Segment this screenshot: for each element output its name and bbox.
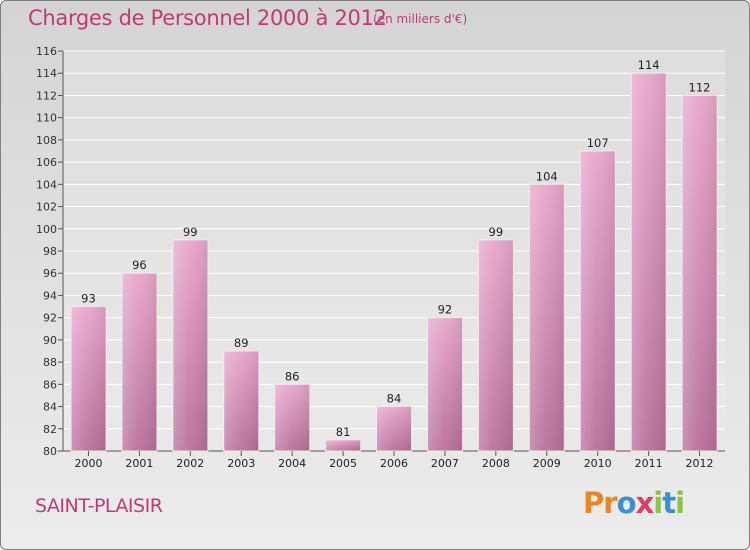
data-label: 81 [336, 425, 351, 439]
unit-note: (en milliers d'€) [373, 12, 468, 26]
y-tick-label: 92 [43, 312, 57, 325]
y-tick-label: 104 [36, 178, 57, 191]
y-tick-label: 110 [36, 112, 57, 125]
logo-letter: o [616, 486, 637, 520]
logo-letter: x [635, 486, 655, 520]
y-tick-label: 84 [43, 401, 57, 414]
y-tick-label: 88 [43, 356, 57, 369]
y-tick-label: 116 [36, 45, 57, 58]
logo-letter: t [662, 486, 676, 520]
data-label: 107 [587, 136, 609, 150]
bar-shine [529, 184, 565, 452]
y-tick-label: 112 [36, 89, 57, 102]
data-label: 104 [536, 169, 558, 183]
y-tick-label: 102 [36, 201, 57, 214]
x-tick-label: 2000 [74, 457, 102, 470]
data-label: 114 [638, 58, 660, 72]
bar-shine [631, 73, 667, 451]
bar-shine [223, 351, 259, 451]
y-tick-label: 82 [43, 423, 57, 436]
x-tick-label: 2004 [278, 457, 306, 470]
logo-letter: P [583, 486, 604, 520]
x-tick-label: 2006 [380, 457, 408, 470]
y-tick-label: 90 [43, 334, 57, 347]
bar-shine [325, 439, 361, 451]
x-tick-label: 2011 [635, 457, 663, 470]
bar-shine [478, 239, 514, 451]
bar-shine [121, 273, 157, 451]
x-tick-label: 2010 [584, 457, 612, 470]
data-label: 112 [689, 80, 711, 94]
y-tick-label: 86 [43, 378, 57, 391]
x-tick-label: 2005 [329, 457, 357, 470]
x-tick-label: 2001 [125, 457, 153, 470]
y-tick-label: 94 [43, 289, 57, 302]
data-label: 93 [81, 292, 96, 306]
bar-shine [376, 406, 412, 451]
logo-letter: r [603, 486, 617, 520]
bar-shine [580, 151, 616, 451]
x-tick-label: 2003 [227, 457, 255, 470]
bar-shine [70, 306, 106, 451]
data-label: 99 [183, 225, 198, 239]
logo-letter: i [675, 486, 685, 520]
y-tick-label: 106 [36, 156, 57, 169]
logo-letter: i [653, 486, 663, 520]
y-tick-label: 96 [43, 267, 57, 280]
x-tick-label: 2007 [431, 457, 459, 470]
bar-shine [172, 239, 208, 451]
x-tick-label: 2009 [533, 457, 561, 470]
proxiti-logo: Proxiti [583, 486, 685, 520]
bar-shine [427, 317, 463, 451]
y-tick-label: 100 [36, 223, 57, 236]
y-tick-label: 98 [43, 245, 57, 258]
y-tick-label: 108 [36, 134, 57, 147]
data-label: 84 [387, 392, 402, 406]
data-label: 86 [285, 369, 300, 383]
bar-shine [682, 95, 718, 451]
commune-name: SAINT-PLAISIR [35, 495, 163, 517]
x-tick-label: 2008 [482, 457, 510, 470]
data-label: 99 [489, 225, 504, 239]
bar-shine [274, 384, 310, 451]
data-label: 89 [234, 336, 249, 350]
x-tick-label: 2012 [686, 457, 714, 470]
x-tick-label: 2002 [176, 457, 204, 470]
y-tick-label: 114 [36, 67, 57, 80]
data-label: 92 [438, 303, 453, 317]
y-tick-label: 80 [43, 445, 57, 458]
data-label: 96 [132, 258, 147, 272]
chart-title: Charges de Personnel 2000 à 2012 [28, 6, 387, 30]
